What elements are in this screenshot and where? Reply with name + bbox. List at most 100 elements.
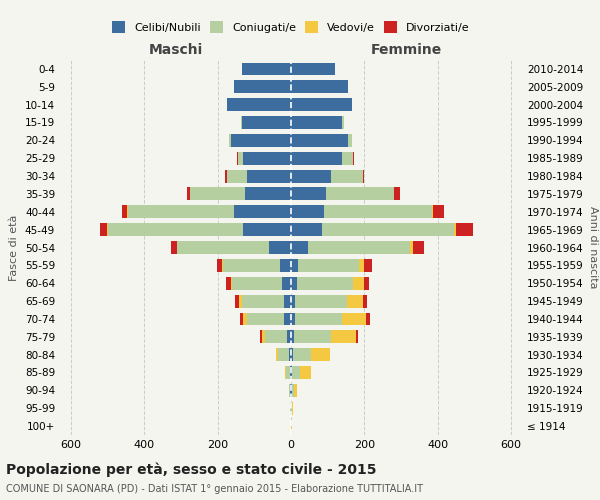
Bar: [295, 294, 347, 308]
Text: Femmine: Femmine: [371, 44, 442, 58]
Bar: [331, 170, 362, 182]
Bar: [230, 134, 291, 147]
Bar: [265, 330, 287, 343]
Bar: [234, 80, 291, 93]
Bar: [190, 188, 245, 200]
Bar: [296, 277, 353, 289]
Y-axis label: Fasce di età: Fasce di età: [10, 214, 19, 280]
Bar: [366, 312, 370, 326]
Bar: [308, 241, 410, 254]
Bar: [294, 330, 331, 343]
Bar: [227, 170, 247, 182]
Bar: [291, 330, 294, 343]
Bar: [324, 206, 432, 218]
Bar: [235, 294, 239, 308]
Bar: [187, 188, 190, 200]
Bar: [343, 116, 344, 129]
Bar: [247, 170, 291, 182]
Bar: [433, 206, 444, 218]
Bar: [364, 277, 369, 289]
Bar: [291, 384, 292, 397]
Bar: [291, 134, 348, 147]
Text: Maschi: Maschi: [148, 44, 203, 58]
Bar: [292, 402, 293, 414]
Bar: [241, 312, 244, 326]
Bar: [232, 277, 282, 289]
Bar: [241, 116, 291, 129]
Bar: [291, 348, 293, 361]
Bar: [291, 259, 298, 272]
Bar: [284, 312, 291, 326]
Bar: [347, 294, 363, 308]
Bar: [229, 134, 230, 147]
Bar: [127, 206, 128, 218]
Bar: [122, 206, 127, 218]
Bar: [329, 348, 330, 361]
Bar: [107, 223, 244, 236]
Bar: [454, 223, 456, 236]
Bar: [343, 152, 353, 164]
Bar: [311, 348, 329, 361]
Bar: [275, 348, 277, 361]
Bar: [291, 312, 295, 326]
Bar: [278, 348, 289, 361]
Bar: [239, 294, 241, 308]
Bar: [348, 134, 352, 147]
Bar: [364, 259, 371, 272]
Bar: [289, 384, 290, 397]
Bar: [298, 259, 359, 272]
Bar: [269, 241, 291, 254]
Bar: [291, 294, 295, 308]
Bar: [226, 277, 230, 289]
Bar: [291, 152, 343, 164]
Bar: [262, 330, 265, 343]
Bar: [286, 366, 290, 379]
Bar: [238, 152, 244, 164]
Bar: [230, 277, 232, 289]
Bar: [280, 259, 291, 272]
Bar: [456, 223, 473, 236]
Bar: [217, 259, 222, 272]
Y-axis label: Anni di nascita: Anni di nascita: [587, 206, 598, 289]
Bar: [244, 152, 291, 164]
Bar: [432, 206, 433, 218]
Bar: [171, 241, 176, 254]
Bar: [363, 294, 367, 308]
Bar: [413, 241, 424, 254]
Bar: [362, 170, 364, 182]
Bar: [260, 330, 262, 343]
Bar: [242, 294, 284, 308]
Bar: [394, 188, 400, 200]
Bar: [356, 330, 358, 343]
Bar: [300, 366, 311, 379]
Bar: [291, 366, 292, 379]
Bar: [284, 294, 291, 308]
Bar: [293, 348, 311, 361]
Bar: [287, 330, 291, 343]
Bar: [291, 277, 296, 289]
Bar: [353, 277, 364, 289]
Bar: [291, 116, 343, 129]
Bar: [277, 348, 278, 361]
Bar: [322, 223, 454, 236]
Bar: [291, 206, 324, 218]
Bar: [291, 188, 326, 200]
Bar: [282, 277, 291, 289]
Bar: [291, 62, 335, 76]
Bar: [225, 170, 227, 182]
Bar: [331, 330, 356, 343]
Bar: [223, 259, 280, 272]
Bar: [343, 312, 366, 326]
Bar: [290, 366, 291, 379]
Bar: [291, 80, 348, 93]
Bar: [234, 206, 291, 218]
Bar: [359, 259, 364, 272]
Bar: [289, 348, 291, 361]
Text: Popolazione per età, sesso e stato civile - 2015: Popolazione per età, sesso e stato civil…: [6, 462, 377, 477]
Bar: [178, 241, 269, 254]
Bar: [222, 259, 223, 272]
Bar: [291, 223, 322, 236]
Bar: [292, 384, 294, 397]
Bar: [176, 241, 178, 254]
Bar: [295, 312, 343, 326]
